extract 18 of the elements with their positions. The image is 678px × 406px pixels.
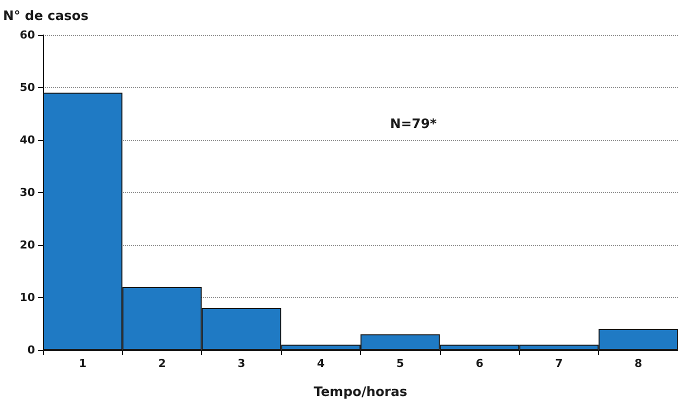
x-tick-label: 8: [634, 357, 642, 370]
y-tick-label: 30: [20, 186, 36, 199]
x-tick-label: 2: [158, 357, 166, 370]
y-tick-label: 40: [20, 134, 36, 146]
y-tick-label: 20: [20, 238, 36, 252]
x-tick-label: 6: [476, 357, 484, 370]
annotation: N=79*: [390, 117, 437, 132]
x-tick-label: 3: [238, 357, 246, 370]
x-tick-label: 7: [555, 357, 563, 370]
y-tick-label: 0: [27, 344, 36, 356]
x-tick-label: 4: [316, 357, 325, 370]
y-tick-label: 10: [20, 291, 36, 304]
x-tick-label: 1: [78, 357, 87, 370]
x-axis-title: Tempo/horas: [314, 385, 408, 400]
y-tick-label: 50: [20, 81, 36, 94]
y-tick-label: 60: [20, 28, 36, 42]
y-axis-title: N° de casos: [3, 9, 89, 24]
x-tick-label: 5: [396, 357, 404, 370]
